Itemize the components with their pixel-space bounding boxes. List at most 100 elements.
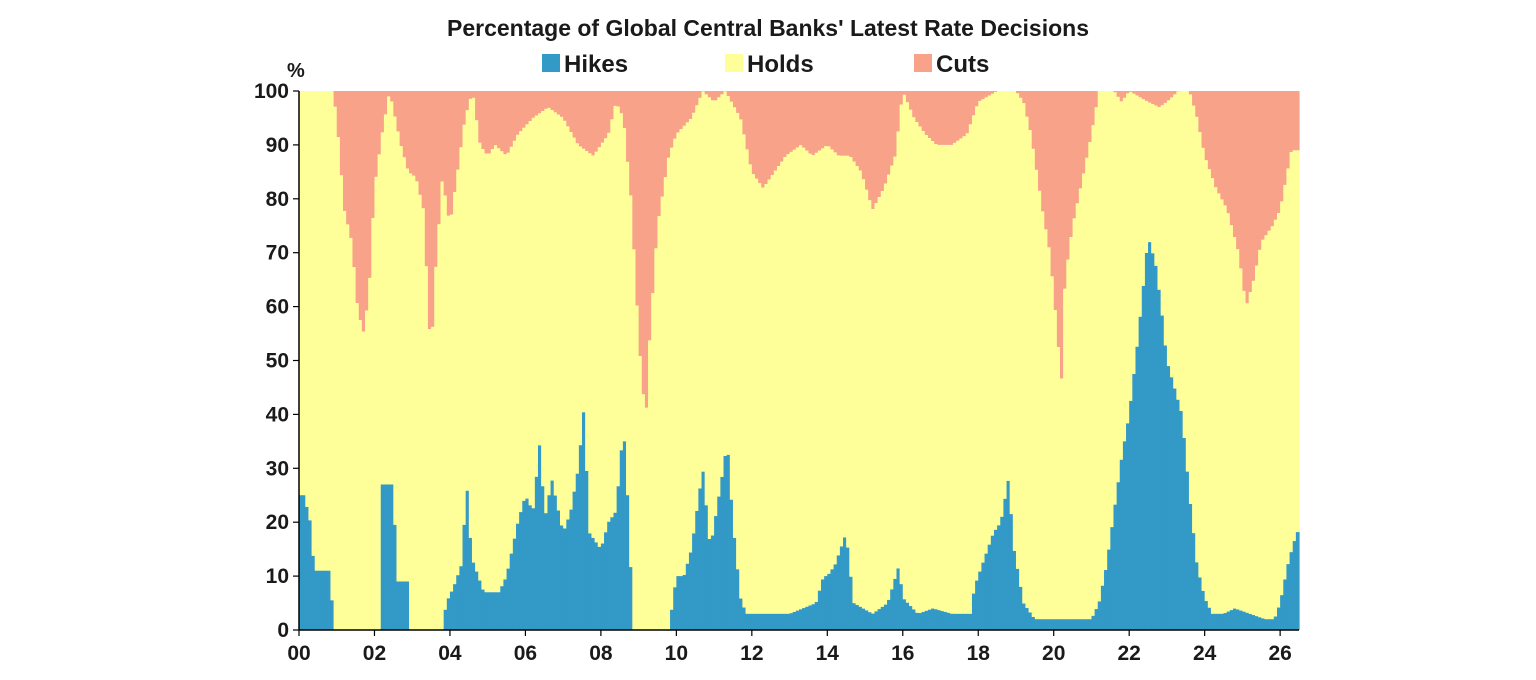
bar-holds <box>449 214 454 592</box>
bar-holds <box>1289 151 1294 553</box>
bar-cuts <box>849 91 854 158</box>
bar-holds <box>833 152 838 565</box>
bar-hikes <box>456 575 460 630</box>
bar-cuts <box>830 91 835 150</box>
bar-hikes <box>380 484 385 630</box>
bar-cuts <box>714 91 718 101</box>
bar-hikes <box>937 610 942 630</box>
bar-hikes <box>475 571 479 630</box>
bar-holds <box>1210 178 1215 614</box>
bar-holds <box>1270 226 1275 620</box>
bar-holds <box>792 149 797 612</box>
bar-cuts <box>685 91 690 123</box>
bar-holds <box>1069 236 1074 620</box>
bar-holds <box>714 100 718 517</box>
bar-hikes <box>588 533 593 630</box>
bar-hikes <box>978 571 982 630</box>
bar-hikes <box>1160 315 1165 630</box>
bar-holds <box>811 155 816 605</box>
bar-holds <box>434 266 438 630</box>
bar-holds <box>773 170 778 614</box>
bar-cuts <box>1094 91 1099 108</box>
bar-holds <box>314 91 319 571</box>
bar-holds <box>1258 249 1262 618</box>
bar-holds <box>877 197 882 610</box>
bar-cuts <box>475 91 479 121</box>
bar-cuts <box>657 91 662 217</box>
bar-hikes <box>1232 608 1237 630</box>
bar-cuts <box>789 91 794 152</box>
bar-holds <box>607 132 611 522</box>
bar-holds <box>893 156 898 579</box>
x-tick-label: 20 <box>1042 642 1065 665</box>
bar-holds <box>512 140 517 539</box>
bar-hikes <box>1248 613 1253 630</box>
bar-cuts <box>449 91 454 215</box>
bar-hikes <box>585 471 589 630</box>
bar-cuts <box>679 91 684 130</box>
bar-holds <box>1267 230 1272 620</box>
bar-hikes <box>299 495 303 630</box>
bar-cuts <box>902 91 907 95</box>
bar-cuts <box>1063 91 1067 289</box>
bar-cuts <box>1163 91 1168 103</box>
bar-hikes <box>767 613 772 630</box>
chart-title: Percentage of Global Central Banks' Late… <box>447 15 1089 41</box>
bar-hikes <box>736 569 740 630</box>
bar-cuts <box>503 91 508 155</box>
bar-hikes <box>981 562 986 630</box>
bar-holds <box>515 134 520 524</box>
bar-hikes <box>610 517 615 630</box>
bar-cuts <box>1019 91 1023 98</box>
bar-hikes <box>1053 619 1058 630</box>
bar-holds <box>852 161 857 604</box>
bar-cuts <box>811 91 816 156</box>
bar-hikes <box>544 513 549 630</box>
bar-cuts <box>736 91 740 113</box>
bar-cuts <box>824 91 828 147</box>
bar-holds <box>1254 265 1259 617</box>
bar-hikes <box>786 613 791 630</box>
bar-holds <box>824 146 828 577</box>
bar-cuts <box>921 91 926 131</box>
bar-hikes <box>1113 504 1118 630</box>
bar-hikes <box>459 566 464 630</box>
bar-holds <box>528 120 533 506</box>
bar-holds <box>1028 130 1033 613</box>
bar-cuts <box>1286 91 1291 169</box>
bar-cuts <box>619 91 624 114</box>
bar-cuts <box>1170 91 1174 98</box>
bar-hikes <box>500 586 504 630</box>
bar-hikes <box>493 592 498 630</box>
bar-hikes <box>1157 289 1162 630</box>
bar-hikes <box>327 570 332 630</box>
bar-holds <box>799 145 803 610</box>
bar-hikes <box>302 495 306 630</box>
bar-cuts <box>1091 91 1096 126</box>
bar-hikes <box>883 604 888 630</box>
bar-cuts <box>726 91 731 97</box>
bar-hikes <box>578 445 583 630</box>
y-tick-label: 0 <box>277 619 289 642</box>
legend-label-cuts: Cuts <box>936 51 989 78</box>
bar-cuts <box>874 91 879 203</box>
bar-cuts <box>814 91 819 153</box>
bar-cuts <box>965 91 970 134</box>
bar-hikes <box>1258 617 1262 630</box>
bar-holds <box>732 107 737 538</box>
bar-holds <box>764 183 769 614</box>
bar-cuts <box>641 91 646 395</box>
bar-hikes <box>1022 603 1027 630</box>
bar-hikes <box>478 580 482 630</box>
bar-holds <box>1166 100 1171 367</box>
bar-hikes <box>710 535 715 630</box>
bar-holds <box>431 326 435 630</box>
bar-cuts <box>644 91 649 408</box>
bar-hikes <box>858 606 863 630</box>
bar-holds <box>770 174 775 614</box>
bar-cuts <box>600 91 605 143</box>
bar-hikes <box>1050 619 1055 630</box>
bar-hikes <box>311 555 316 630</box>
bar-cuts <box>346 91 350 225</box>
bar-hikes <box>1085 619 1089 630</box>
